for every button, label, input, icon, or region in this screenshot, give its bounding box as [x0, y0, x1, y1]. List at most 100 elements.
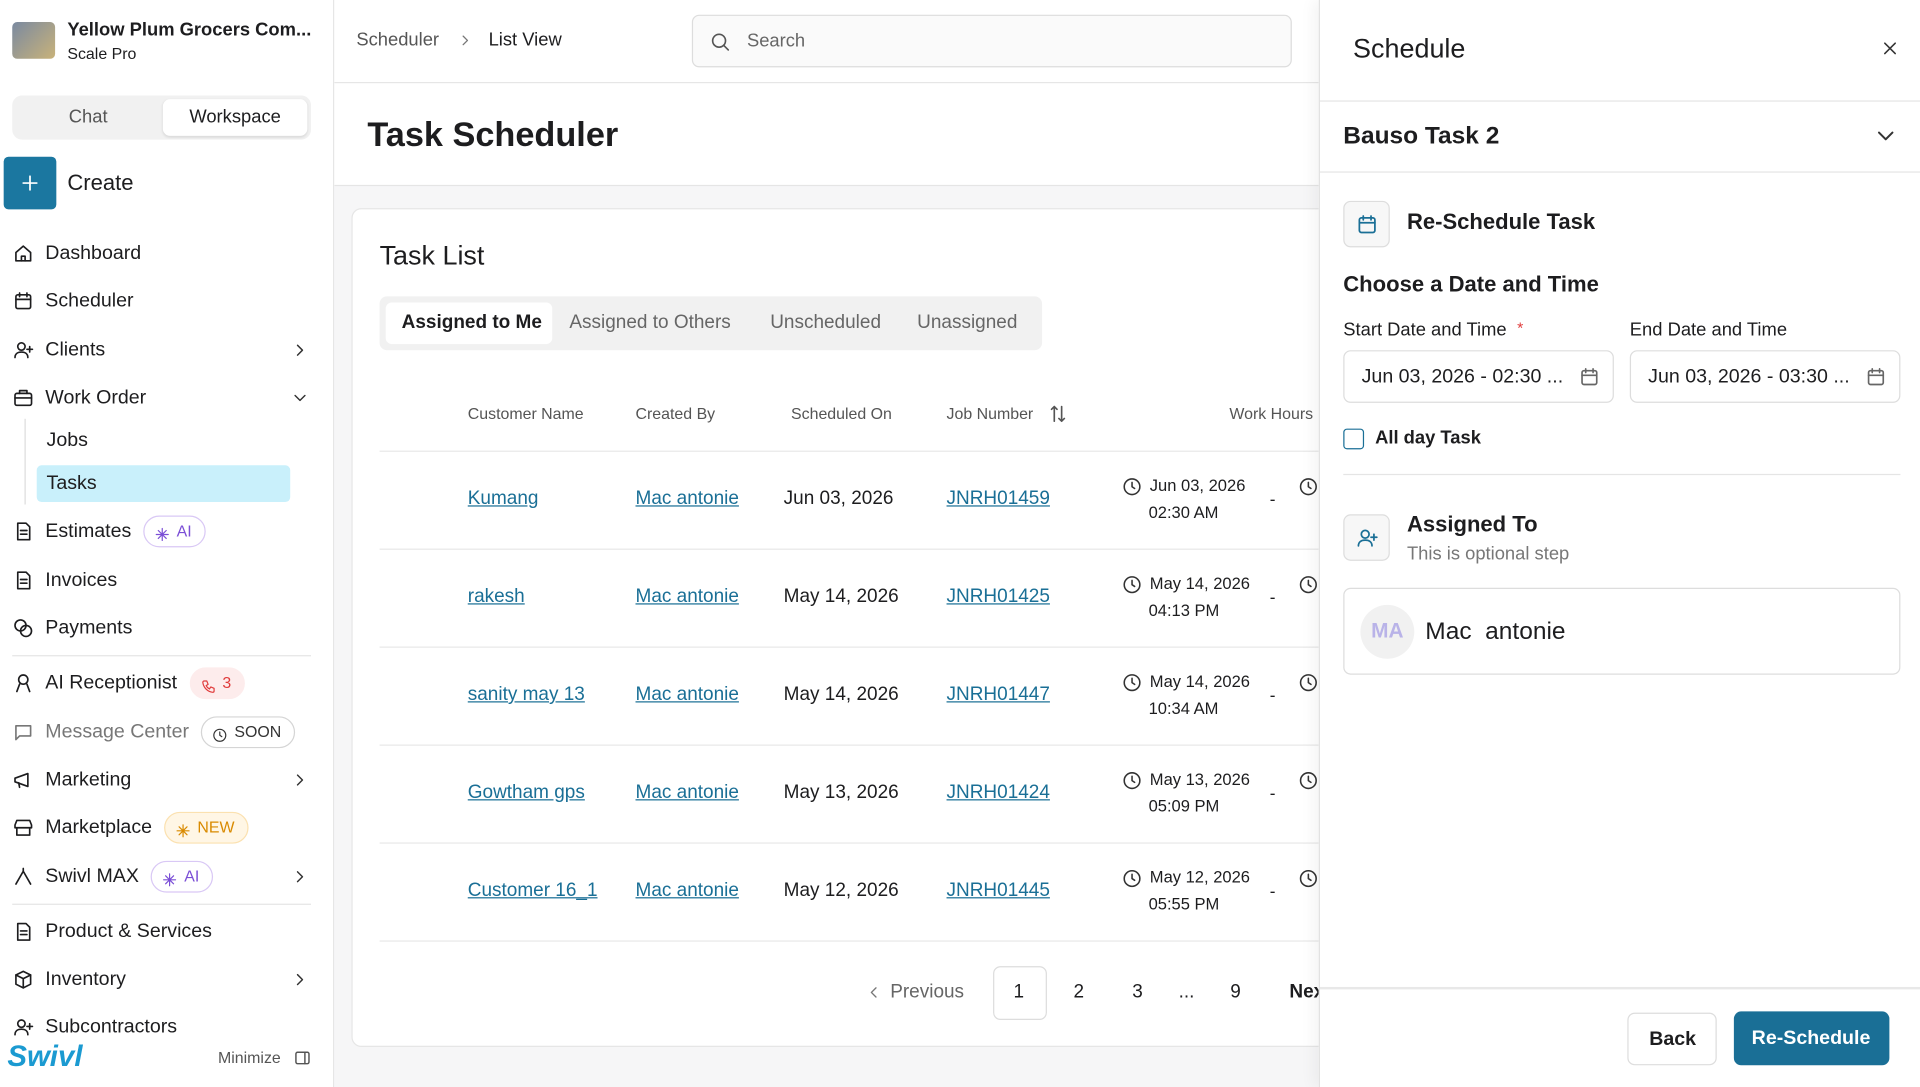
tab-active [162, 99, 308, 136]
icon-shape [16, 522, 31, 541]
icon-shape [16, 571, 31, 590]
start-time: 04:13 PM [1148, 601, 1220, 620]
nav-item[interactable]: Inventory [45, 969, 126, 990]
customer-link[interactable]: Gowtham gps [467, 782, 585, 803]
nav-item[interactable]: Message Center [45, 721, 190, 743]
row-divider [379, 842, 1319, 844]
nav-icon [12, 921, 34, 943]
icon-shape [14, 1022, 34, 1036]
job-link[interactable]: JNRH01425 [946, 586, 1050, 607]
customer-link[interactable]: Customer 16_1 [467, 880, 598, 901]
icon-shape [1299, 674, 1317, 692]
creator-link[interactable]: Mac antonie [635, 488, 739, 510]
creator-link[interactable]: Mac antonie [635, 782, 739, 803]
nav-subitem[interactable]: Tasks [46, 473, 97, 494]
checkbox-label[interactable]: All day Task [1375, 427, 1481, 449]
nav-item[interactable]: Invoices [45, 569, 118, 591]
nav-item[interactable]: Subcontractors [45, 1016, 178, 1038]
nav-icon [12, 387, 34, 409]
icon-shape [1884, 42, 1896, 55]
icon-shape [1123, 869, 1141, 888]
creator-link[interactable]: Mac antonie [635, 684, 739, 705]
page-next[interactable]: Next [1289, 981, 1318, 1003]
list-tab[interactable]: Unscheduled [770, 311, 882, 333]
datetime-input[interactable]: Jun 03, 2026 - 03:30 ... [1629, 350, 1901, 403]
page-number[interactable]: ... [1178, 981, 1195, 1003]
assignee-card[interactable]: MA Mac antonie [1343, 587, 1901, 675]
icon-shape [296, 774, 304, 786]
nav-item[interactable]: Work Order [45, 387, 147, 409]
creator-link[interactable]: Mac antonie [635, 880, 739, 901]
list-tab[interactable]: Unassigned [917, 311, 1018, 333]
nav-item[interactable]: Dashboard [45, 242, 142, 264]
nav-subitem[interactable]: Jobs [46, 430, 88, 452]
job-link[interactable]: JNRH01459 [946, 488, 1050, 510]
page-number[interactable]: 3 [1132, 981, 1143, 1003]
icon-shape [14, 819, 33, 836]
icon-shape [1123, 478, 1141, 496]
icon-shape [1299, 478, 1317, 496]
minimize-label[interactable]: Minimize [217, 1048, 281, 1067]
icon-shape [15, 292, 32, 301]
customer-link[interactable]: rakesh [467, 586, 525, 607]
page-prev[interactable]: Previous [890, 981, 965, 1003]
create-label[interactable]: Create [67, 170, 134, 195]
checkbox[interactable] [1343, 428, 1365, 450]
icon-shape [296, 774, 304, 786]
nav-item[interactable]: Scheduler [45, 290, 134, 312]
list-tab[interactable]: Assigned to Others [569, 311, 731, 333]
icon-shape [201, 680, 215, 693]
search-box[interactable]: Search [691, 14, 1292, 68]
icon-shape [16, 683, 31, 693]
reschedule-button[interactable]: Re-Schedule [1733, 1011, 1890, 1066]
icon-shape [1581, 368, 1598, 386]
nav-item[interactable]: Payments [45, 617, 133, 639]
page-number[interactable]: 1 [1013, 981, 1025, 1003]
customer-link[interactable]: sanity may 13 [467, 684, 585, 705]
nav-item[interactable]: Marketplace [45, 817, 153, 839]
icon-shape [1357, 529, 1378, 547]
avatar: MA [1360, 604, 1415, 659]
icon-shape [14, 1019, 34, 1036]
create-button[interactable] [3, 156, 57, 210]
back-button[interactable]: Back [1627, 1012, 1717, 1066]
icon-shape [219, 731, 223, 738]
breadcrumb[interactable]: Scheduler [356, 29, 440, 51]
job-link[interactable]: JNRH01447 [946, 684, 1050, 705]
column-header: Created By [635, 404, 716, 423]
icon-shape [15, 974, 32, 989]
datetime-input[interactable]: Jun 03, 2026 - 02:30 ... [1343, 350, 1614, 403]
customer-link[interactable]: Kumang [467, 488, 539, 510]
icon-shape [1358, 217, 1376, 234]
icon-shape [462, 35, 469, 46]
column-header: Work Hours [1229, 404, 1314, 423]
icon-shape [1877, 131, 1894, 141]
page-number[interactable]: 2 [1073, 981, 1085, 1003]
job-link[interactable]: JNRH01445 [946, 880, 1050, 901]
nav-item[interactable]: Swivl MAX [45, 866, 139, 888]
nav-icon [12, 672, 34, 694]
icon-shape [15, 867, 32, 885]
nav-item[interactable]: AI Receptionist [45, 672, 178, 694]
title-bar: Task Scheduler [334, 83, 1319, 187]
creator-link[interactable]: Mac antonie [635, 586, 739, 607]
nav-item[interactable]: Clients [45, 339, 106, 361]
mode-tab[interactable]: Workspace [189, 106, 281, 128]
icon-shape [722, 44, 730, 51]
start-date: May 14, 2026 [1149, 574, 1250, 593]
nav-icon [12, 290, 34, 312]
icon-shape [1299, 674, 1317, 692]
chevron [290, 867, 310, 887]
icon-shape [176, 824, 190, 838]
icon-shape [1123, 772, 1141, 790]
page-number[interactable]: 9 [1230, 981, 1241, 1003]
list-tab[interactable]: Assigned to Me [401, 311, 542, 333]
nav-item[interactable]: Product & Services [45, 921, 212, 943]
nav-item[interactable]: Estimates [45, 520, 132, 542]
field-label: End Date and Time [1629, 319, 1788, 341]
nav-item[interactable]: Marketing [45, 769, 132, 791]
icon-shape [711, 33, 730, 51]
job-link[interactable]: JNRH01424 [946, 782, 1050, 803]
mode-tab[interactable]: Chat [68, 106, 108, 128]
nav-icon [12, 866, 34, 888]
